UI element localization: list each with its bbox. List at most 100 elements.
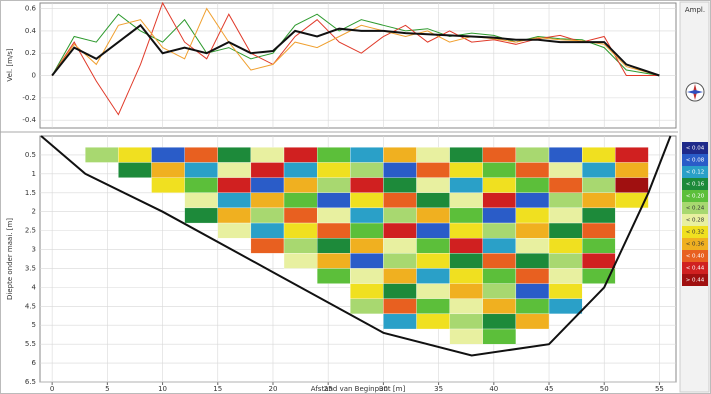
cell — [151, 162, 185, 178]
cell — [250, 147, 285, 163]
cell — [350, 147, 384, 163]
cell — [383, 268, 417, 284]
cell — [316, 268, 351, 284]
cell — [383, 162, 417, 178]
legend-swatch — [682, 262, 708, 274]
cell — [581, 207, 616, 224]
cell — [515, 162, 550, 178]
cell — [548, 253, 583, 269]
y-tick-label: 0.2 — [25, 49, 36, 57]
cell — [250, 162, 285, 178]
legend-swatch — [682, 202, 708, 214]
cell — [515, 177, 550, 193]
cell — [283, 177, 318, 193]
cell — [118, 147, 152, 163]
cell — [283, 207, 318, 224]
panel-title: Ampl. — [685, 6, 705, 14]
y-tick-label: 0.6 — [25, 5, 37, 13]
cell — [350, 177, 384, 193]
cell — [482, 268, 517, 284]
cell — [515, 222, 550, 239]
cell — [416, 207, 450, 224]
y-tick-label: 6 — [32, 359, 37, 367]
cell — [449, 298, 483, 315]
cell — [449, 162, 483, 178]
cell — [449, 283, 483, 299]
cell — [416, 253, 450, 269]
x-tick-label: 30 — [379, 385, 388, 393]
cell — [416, 298, 450, 315]
cell — [350, 268, 384, 284]
x-tick-label: 50 — [600, 385, 609, 393]
cell — [515, 268, 550, 284]
y-tick-label: -0.2 — [22, 94, 36, 102]
cell — [217, 222, 252, 239]
cell — [548, 222, 583, 239]
cell — [184, 147, 218, 163]
cell — [449, 328, 483, 345]
cell — [217, 177, 252, 193]
cell — [548, 268, 583, 284]
cell — [316, 147, 351, 163]
cell — [316, 238, 351, 254]
cell — [449, 268, 483, 284]
x-tick-label: 55 — [655, 385, 664, 393]
cell — [383, 207, 417, 224]
compass — [685, 82, 705, 102]
cell — [416, 283, 450, 299]
x-tick-label: 0 — [50, 385, 54, 393]
x-tick-label: 20 — [269, 385, 278, 393]
cell — [482, 222, 517, 239]
cell — [581, 147, 616, 163]
cell — [615, 147, 649, 163]
cell — [548, 238, 583, 254]
y-tick-label: 5 — [32, 321, 36, 329]
legend-swatch — [682, 190, 708, 202]
y-tick-label: 0.4 — [25, 27, 37, 35]
cell — [383, 298, 417, 315]
legend-swatch — [682, 274, 708, 286]
cell — [515, 238, 550, 254]
cell — [482, 253, 517, 269]
cell — [482, 147, 517, 163]
y-tick-label: 3.5 — [25, 264, 36, 272]
cell — [515, 313, 550, 330]
legend-label: < 0.12 — [686, 170, 705, 176]
cell — [350, 298, 384, 315]
bed-line — [40, 135, 672, 357]
cell — [416, 177, 450, 193]
cell — [118, 162, 152, 178]
cell — [316, 192, 351, 209]
y-tick-label: 4.5 — [25, 302, 36, 310]
cell — [250, 222, 285, 239]
y-axis-label: Diepte onder maai. [m] — [6, 218, 14, 300]
cell — [283, 162, 318, 178]
cell — [416, 192, 450, 209]
cell — [416, 313, 450, 330]
cell — [217, 192, 252, 209]
cell — [515, 207, 550, 224]
legend-swatch — [682, 154, 708, 166]
y-axis-label: Vel. [m/s] — [6, 48, 14, 82]
cell — [449, 147, 483, 163]
legend-label: < 0.20 — [686, 194, 705, 200]
y-tick-label: 6.5 — [25, 378, 36, 386]
cell — [615, 192, 649, 209]
cell — [184, 162, 218, 178]
x-tick-label: 45 — [545, 385, 554, 393]
cell — [615, 177, 649, 193]
cell — [581, 177, 616, 193]
cell — [350, 222, 384, 239]
cell — [250, 177, 285, 193]
legend-swatch — [682, 214, 708, 226]
legend-label: < 0.40 — [686, 254, 705, 260]
series-line — [51, 13, 660, 76]
legend-label: > 0.44 — [686, 278, 705, 284]
y-tick-label: 2.5 — [25, 227, 36, 235]
cell — [581, 192, 616, 209]
cell — [217, 147, 252, 163]
cell — [283, 253, 318, 269]
cell — [316, 222, 351, 239]
legend-label: < 0.08 — [686, 158, 705, 164]
cell — [350, 253, 384, 269]
